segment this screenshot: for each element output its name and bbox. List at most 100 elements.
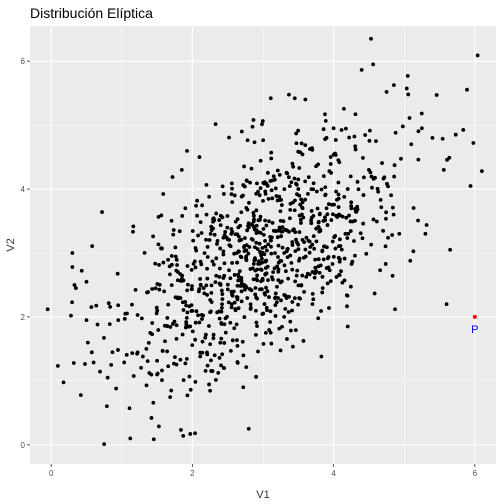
data-point [373,175,377,180]
data-point [246,225,251,230]
data-point [199,262,204,267]
data-point [399,156,403,161]
data-point [302,240,307,245]
data-point [261,232,266,237]
data-point [202,251,207,256]
data-point [268,309,273,314]
data-point [258,214,263,219]
data-point [274,300,279,305]
data-point [140,354,145,359]
data-point [300,152,305,157]
data-point [285,337,289,341]
data-point [194,203,198,208]
data-point [282,251,287,255]
data-point [229,305,234,310]
data-point [233,232,238,237]
data-point [230,200,235,205]
data-point [282,263,287,268]
data-point [299,141,304,146]
data-point [239,237,244,242]
data-point [130,351,135,355]
data-point [187,374,192,379]
data-point [169,283,174,288]
data-point [335,215,340,219]
data-point [213,122,218,126]
data-point [84,279,89,284]
data-point [213,280,218,284]
data-point [321,127,326,132]
data-point [322,244,327,249]
data-point [245,138,250,143]
data-point [193,337,198,342]
data-point [217,316,222,321]
data-point [197,287,202,292]
data-point [89,305,94,310]
data-point [183,300,188,304]
data-point [275,284,279,289]
data-point [209,224,214,229]
data-point [222,322,227,327]
data-point [128,436,133,441]
data-point [269,251,274,256]
data-point [242,236,247,240]
data-point [269,341,274,346]
data-point [310,302,315,307]
data-point [195,198,200,203]
data-point [230,261,235,265]
data-point [353,147,358,152]
data-point [189,303,194,308]
data-point [193,265,198,270]
x-tick-label: 0 [49,469,54,478]
data-points [45,36,484,447]
data-point [173,355,177,360]
data-point [244,178,249,183]
data-point [303,247,308,252]
data-point [256,189,260,194]
data-point [276,243,281,248]
data-point [244,257,249,261]
data-point [283,269,288,274]
data-point [253,292,258,297]
data-point [222,341,227,345]
data-point [229,302,234,307]
data-point [340,214,345,219]
data-point [185,288,190,293]
data-point [156,328,161,332]
data-point [256,218,261,223]
data-point [247,287,252,291]
data-point [150,321,155,325]
data-point [316,220,321,225]
data-point [189,267,194,272]
data-point [173,254,178,259]
data-point [294,131,298,136]
data-point [264,223,269,228]
data-point [269,238,273,243]
data-point [242,184,247,189]
data-point [157,282,162,287]
data-point [339,128,344,132]
data-point [227,268,231,273]
data-point [189,309,194,313]
data-point [345,236,350,240]
data-point [290,228,295,233]
data-point [178,357,183,362]
data-point [260,122,264,127]
data-point [358,231,363,236]
data-point [127,406,132,411]
data-point [265,308,269,313]
data-point [246,221,251,226]
data-point [277,225,282,230]
data-point [336,158,341,163]
data-point [254,295,259,300]
data-point [266,242,271,247]
data-point [155,372,159,377]
data-point [287,294,291,299]
data-point [343,231,348,236]
data-point [203,335,208,340]
data-point [190,329,195,334]
data-point [318,263,323,268]
data-point [300,273,305,278]
data-point [108,305,113,309]
data-point [207,238,212,242]
data-point [329,218,334,222]
